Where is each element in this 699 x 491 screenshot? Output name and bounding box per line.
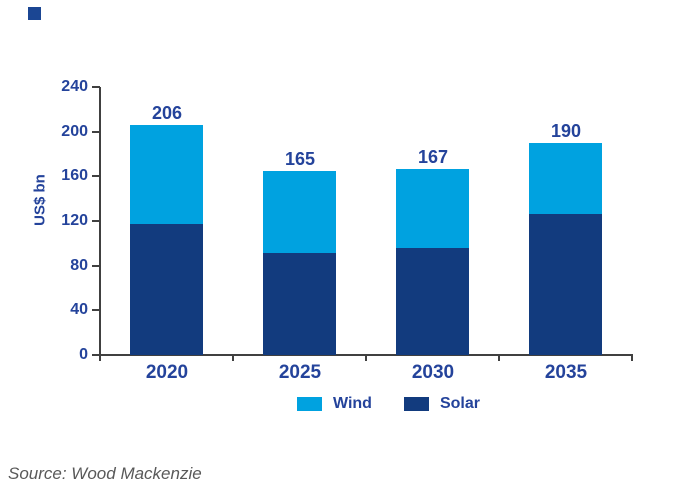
y-tick-label-40: 40 [70,301,88,318]
logo-mark [28,7,41,20]
bar-segment-solar-2025 [263,253,336,355]
y-tick-label-120: 120 [61,212,88,229]
y-axis-line [99,87,101,356]
x-tick-4 [631,356,633,361]
x-tick-0 [99,356,101,361]
legend-item-wind: Wind [297,396,372,412]
y-tick-label-160: 160 [61,167,88,184]
legend-label-wind: Wind [333,395,372,412]
total-label-2020: 206 [151,103,183,123]
total-label-2025: 165 [284,149,316,169]
y-tick-40 [92,309,100,311]
bar-segment-solar-2020 [130,224,203,355]
y-tick-160 [92,175,100,177]
total-label-2030: 167 [417,147,449,167]
source-attribution: Source: Wood Mackenzie [8,464,202,483]
x-tick-3 [498,356,500,361]
legend-item-solar: Solar [403,395,480,412]
bar-segment-wind-2030 [396,169,469,248]
x-category-label-2035: 2035 [544,362,588,383]
y-tick-240 [92,86,100,88]
y-tick-0 [92,354,100,356]
bar-segment-wind-2035 [529,143,602,214]
bar-segment-wind-2020 [130,125,203,224]
wind-swatch [297,397,322,411]
solar-swatch [403,397,429,411]
x-tick-2 [365,356,367,361]
y-tick-label-80: 80 [70,257,88,274]
y-tick-label-0: 0 [79,346,88,363]
y-tick-label-240: 240 [61,78,88,95]
y-tick-200 [92,131,100,133]
x-tick-1 [232,356,234,361]
chart-legend: Wind Solar [297,396,480,412]
y-axis-title: US$ bn [31,174,49,226]
y-tick-label-200: 200 [61,123,88,140]
bar-segment-wind-2025 [263,171,336,253]
bar-segment-solar-2030 [396,248,469,355]
x-category-label-2030: 2030 [411,362,455,383]
total-label-2035: 190 [550,121,582,141]
y-tick-120 [92,220,100,222]
x-axis-line [92,354,633,356]
legend-label-solar: Solar [439,395,480,412]
y-tick-80 [92,265,100,267]
x-category-label-2025: 2025 [278,362,322,383]
stacked-bar-chart: US$ bn 0 40 80 120 160 200 240 206 2020 165 2025 16… [31,78,633,383]
bar-segment-solar-2035 [529,214,602,355]
x-category-label-2020: 2020 [145,362,189,383]
